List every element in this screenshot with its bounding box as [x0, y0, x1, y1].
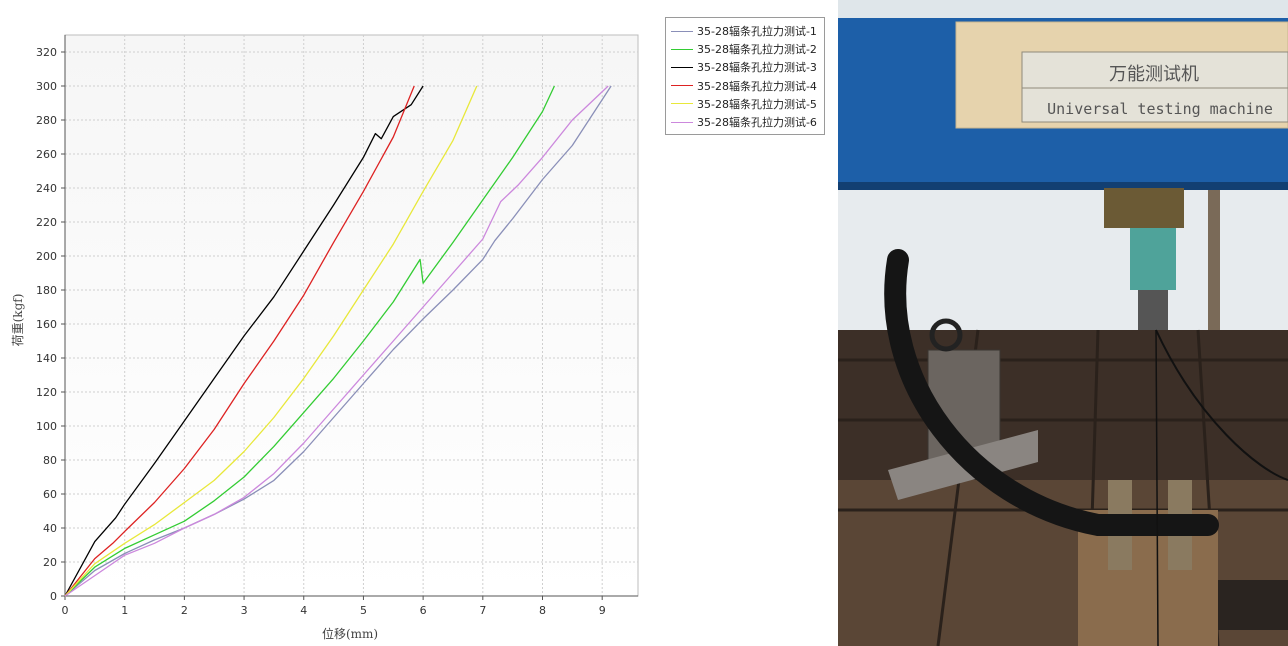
- legend-item-5: 35-28辐条孔拉力测试-5: [671, 95, 819, 113]
- y-tick-label: 160: [36, 318, 57, 331]
- legend-label: 35-28辐条孔拉力测试-3: [697, 61, 817, 75]
- legend-swatch: [671, 66, 693, 68]
- legend-swatch: [671, 85, 693, 87]
- y-tick-label: 220: [36, 216, 57, 229]
- y-tick-label: 100: [36, 420, 57, 433]
- photo-illustration: 万能测试机 Universal testing machine: [838, 0, 1288, 646]
- legend-item-6: 35-28辐条孔拉力测试-6: [671, 113, 819, 131]
- legend-swatch: [671, 121, 693, 123]
- y-tick-label: 40: [43, 522, 57, 535]
- y-tick-label: 260: [36, 148, 57, 161]
- x-tick-label: 0: [62, 604, 69, 617]
- legend-swatch: [671, 48, 693, 50]
- series-line-2: [64, 85, 555, 597]
- y-tick-label: 60: [43, 488, 57, 501]
- legend: 35-28辐条孔拉力测试-1 35-28辐条孔拉力测试-2 35-28辐条孔拉力测试…: [665, 17, 825, 135]
- x-tick-label: 5: [360, 604, 367, 617]
- y-tick-label: 300: [36, 80, 57, 93]
- load-displacement-chart: 0 1 2 3 4 5 6 7 8 9 0 20 40 60 80 100 120 140 160 180 200 22…: [11, 17, 825, 641]
- series-line-6: [64, 85, 609, 597]
- legend-label: 35-28辐条孔拉力测试-5: [697, 97, 817, 111]
- plot-area: [64, 34, 639, 597]
- legend-label: 35-28辐条孔拉力测试-6: [697, 116, 817, 130]
- legend-item-2: 35-28辐条孔拉力测试-2: [671, 40, 819, 58]
- sign-chinese-text: 万能测试机: [1109, 64, 1199, 85]
- legend-item-1: 35-28辐条孔拉力测试-1: [671, 22, 819, 40]
- x-tick-label: 7: [479, 604, 486, 617]
- x-tick-label: 8: [539, 604, 546, 617]
- axes: [61, 35, 638, 600]
- y-tick-label: 240: [36, 182, 57, 195]
- y-tick-labels: 0 20 40 60 80 100 120 140 160 180 200 220 240 260 280 3…: [36, 46, 57, 603]
- y-tick-label: 320: [36, 46, 57, 59]
- x-tick-labels: 0 1 2 3 4 5 6 7 8 9: [62, 604, 606, 617]
- y-tick-label: 0: [50, 590, 57, 603]
- x-tick-label: 3: [241, 604, 248, 617]
- legend-label: 35-28辐条孔拉力测试-4: [697, 79, 817, 93]
- x-tick-label: 4: [300, 604, 307, 617]
- x-tick-label: 6: [420, 604, 427, 617]
- x-tick-label: 1: [121, 604, 128, 617]
- series-line-4: [64, 85, 415, 597]
- series-line-5: [64, 85, 478, 597]
- y-axis-title: 荷重(kgf): [11, 294, 25, 347]
- y-tick-label: 140: [36, 352, 57, 365]
- legend-item-4: 35-28辐条孔拉力测试-4: [671, 77, 819, 95]
- sign-english-text: Universal testing machine: [1047, 100, 1273, 118]
- legend-label: 35-28辐条孔拉力测试-2: [697, 43, 817, 57]
- series-line-1: [64, 85, 612, 597]
- chart-canvas: 0 1 2 3 4 5 6 7 8 9 0 20 40 60 80 100 120 140 160 180 200 22…: [11, 34, 639, 641]
- y-tick-label: 180: [36, 284, 57, 297]
- legend-label: 35-28辐条孔拉力测试-1: [697, 25, 817, 39]
- rim-sample: [884, 249, 1219, 536]
- series-lines: [64, 85, 612, 597]
- x-tick-label: 2: [181, 604, 188, 617]
- legend-swatch: [671, 30, 693, 32]
- x-tick-label: 9: [599, 604, 606, 617]
- y-tick-label: 280: [36, 114, 57, 127]
- y-tick-label: 120: [36, 386, 57, 399]
- y-tick-label: 80: [43, 454, 57, 467]
- testing-machine-photo: 万能测试机 Universal testing machine: [838, 0, 1288, 646]
- legend-item-3: 35-28辐条孔拉力测试-3: [671, 58, 819, 76]
- series-line-3: [64, 85, 424, 597]
- y-tick-label: 200: [36, 250, 57, 263]
- y-tick-label: 20: [43, 556, 57, 569]
- x-axis-title: 位移(mm): [322, 626, 378, 641]
- legend-swatch: [671, 103, 693, 105]
